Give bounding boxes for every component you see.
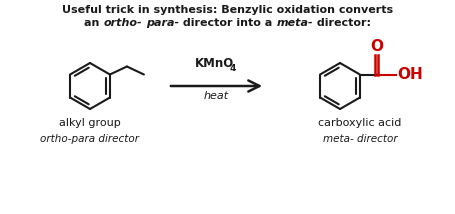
Text: O: O xyxy=(370,39,384,54)
Text: director:: director: xyxy=(313,18,371,28)
Text: para-: para- xyxy=(146,18,179,28)
Text: meta-: meta- xyxy=(276,18,313,28)
Text: Useful trick in synthesis: Benzylic oxidation converts: Useful trick in synthesis: Benzylic oxid… xyxy=(62,5,394,15)
Text: carboxylic acid: carboxylic acid xyxy=(318,118,402,128)
Text: an: an xyxy=(84,18,103,28)
Text: ortho-para director: ortho-para director xyxy=(40,134,140,144)
Text: meta- director: meta- director xyxy=(323,134,397,144)
Text: director into a: director into a xyxy=(179,18,276,28)
Text: ortho-: ortho- xyxy=(103,18,142,28)
Text: OH: OH xyxy=(397,67,423,82)
Text: 4: 4 xyxy=(229,64,236,73)
Text: alkyl group: alkyl group xyxy=(59,118,121,128)
Text: heat: heat xyxy=(204,91,229,101)
Text: KMnO: KMnO xyxy=(195,57,234,70)
